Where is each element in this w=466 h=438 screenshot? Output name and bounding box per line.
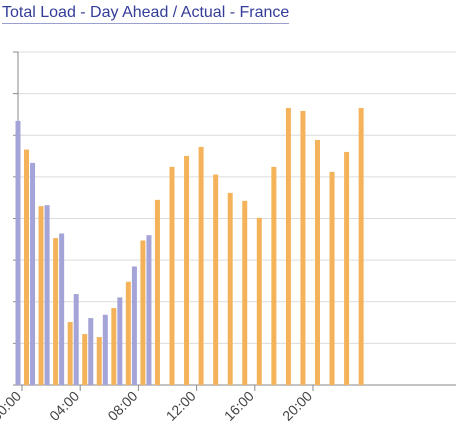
bar-series1-h6 [102, 314, 108, 385]
bar-series2-h17 [271, 166, 277, 385]
bar-series1-h2 [44, 205, 50, 385]
bar-series2-h22 [344, 151, 350, 385]
bar-series2-h4 [82, 334, 88, 385]
bar-series2-h11 [184, 155, 190, 385]
x-tick-label: 16:00 [221, 388, 257, 424]
grid [18, 51, 456, 344]
chart-title: Total Load - Day Ahead / Actual - France [2, 4, 290, 24]
x-tick-label: 00:00 [0, 388, 24, 424]
bar-series1-h7 [117, 297, 123, 385]
bar-series2-h10 [169, 166, 175, 385]
bar-series2-h15 [242, 200, 248, 385]
x-tick-label: 12:00 [163, 388, 199, 424]
bar-series2-h1 [38, 206, 44, 385]
bar-series2-h7 [125, 281, 131, 385]
bar-series1-h0 [15, 120, 21, 386]
bar-series2-h23 [358, 107, 364, 385]
bar-series2-h5 [96, 337, 102, 385]
bar-series2-h16 [256, 217, 262, 385]
x-tick-label: 04:00 [46, 388, 82, 424]
bar-series2-h0 [24, 149, 29, 385]
bar-series2-h20 [315, 139, 320, 385]
bar-series2-h13 [213, 174, 219, 385]
bar-series2-h21 [329, 171, 335, 385]
bar-series1-h3 [59, 233, 65, 385]
bar-series1-h4 [73, 294, 79, 385]
bar-series2-h19 [300, 110, 306, 385]
bar-series1-h5 [88, 318, 94, 385]
bar-series2-h18 [285, 107, 291, 385]
bar-series1-h9 [146, 235, 152, 385]
bar-series2-h2 [53, 238, 59, 385]
bar-series2-h12 [198, 146, 204, 385]
bar-series2-h6 [111, 308, 117, 385]
bar-series2-h8 [140, 240, 146, 385]
x-tick-label: 20:00 [279, 388, 315, 424]
bars [15, 107, 364, 386]
x-ticks: 00:00 04:00 08:00 12:00 16:00 20:00 [0, 385, 315, 424]
bar-series2-h9 [154, 199, 160, 385]
bar-series2-h3 [67, 322, 73, 385]
bar-series1-h1 [30, 162, 36, 385]
bar-series1-h8 [131, 266, 137, 385]
bar-series2-h14 [227, 192, 233, 385]
x-tick-label: 08:00 [104, 388, 140, 424]
